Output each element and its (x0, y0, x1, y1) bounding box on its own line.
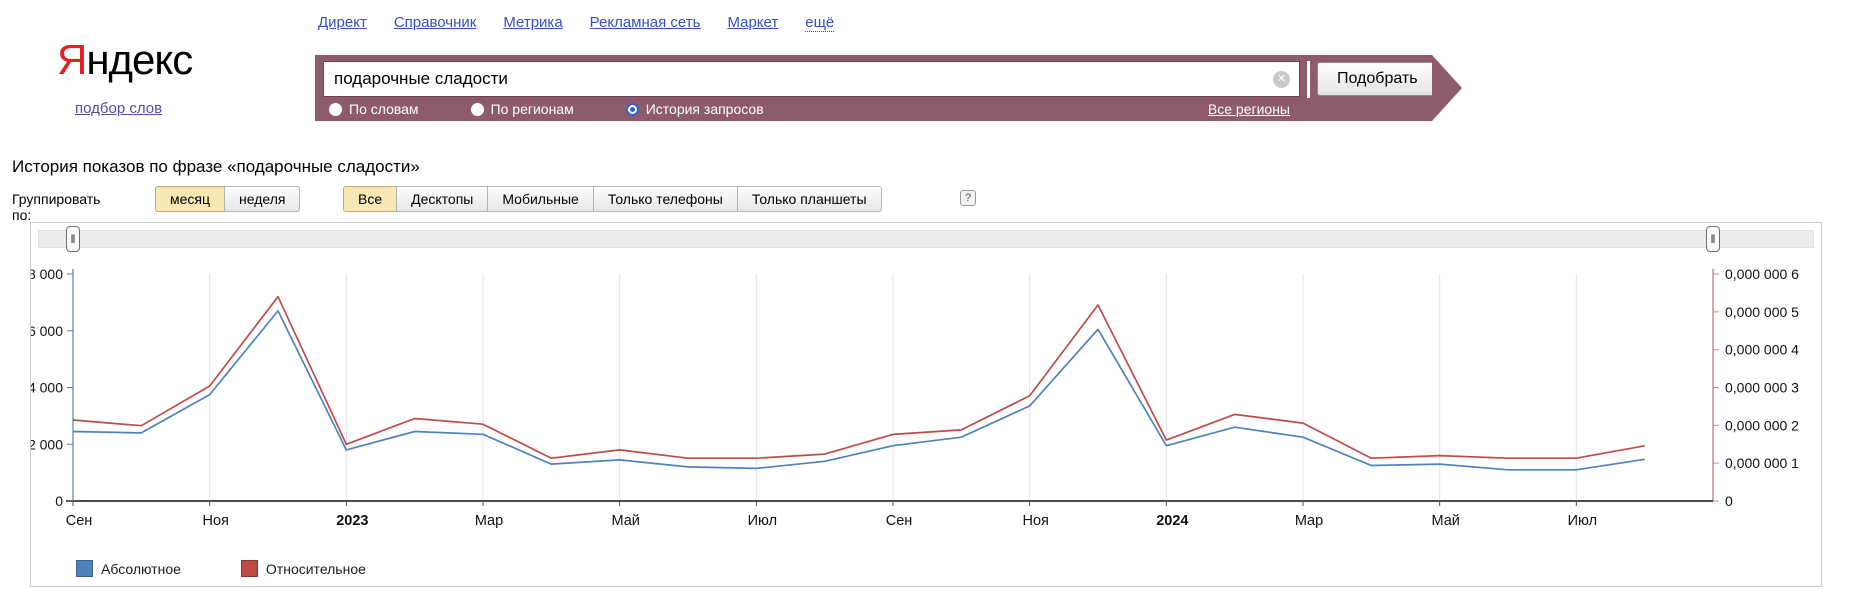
svg-text:0,000 000 4: 0,000 000 4 (1725, 342, 1799, 358)
mode-by-regions-label: По регионам (490, 101, 574, 117)
svg-text:8 000: 8 000 (31, 266, 63, 282)
device-phones-only-button[interactable]: Только телефоны (592, 186, 738, 212)
svg-text:Май: Май (1431, 513, 1459, 529)
mode-query-history[interactable]: История запросов (625, 101, 764, 117)
relative-series-swatch-icon (240, 560, 258, 577)
clear-input-icon[interactable]: ✕ (1273, 71, 1290, 88)
svg-text:Сен: Сен (66, 513, 93, 529)
svg-text:Мар: Мар (475, 513, 503, 529)
banner-divider (1307, 61, 1310, 98)
mode-by-regions[interactable]: По регионам (470, 101, 574, 117)
svg-text:Сен: Сен (886, 513, 913, 529)
nav-link-ad-network[interactable]: Рекламная сеть (589, 14, 701, 31)
svg-text:4 000: 4 000 (31, 380, 63, 396)
mode-by-words-label: По словам (349, 101, 419, 117)
top-navigation: Директ Справочник Метрика Рекламная сеть… (318, 14, 835, 32)
svg-text:0: 0 (55, 493, 63, 509)
search-mode-radios: По словам По регионам История запросов (329, 101, 764, 117)
nav-link-spravochnik[interactable]: Справочник (393, 14, 477, 31)
all-regions-link[interactable]: Все регионы (1207, 101, 1290, 117)
mode-by-words[interactable]: По словам (329, 101, 419, 117)
range-slider-handle-right[interactable] (1706, 226, 1720, 252)
svg-text:2 000: 2 000 (31, 436, 63, 452)
search-banner: ✕ Подобрать По словам По регионам Истори… (315, 55, 1462, 121)
svg-text:2023: 2023 (336, 513, 368, 529)
help-icon[interactable]: ? (960, 190, 976, 206)
svg-text:Июл: Июл (1568, 513, 1597, 529)
svg-text:Ноя: Ноя (202, 513, 228, 529)
legend-item-relative[interactable]: Относительное (240, 560, 366, 577)
period-toggle-group: месяц неделя (155, 186, 301, 212)
svg-text:Ноя: Ноя (1022, 513, 1048, 529)
svg-text:Май: Май (611, 513, 639, 529)
submit-button[interactable]: Подобрать (1317, 62, 1438, 96)
legend-label-absolute: Абсолютное (101, 560, 181, 577)
absolute-series-swatch-icon (76, 560, 93, 577)
radio-selected-icon[interactable] (625, 102, 639, 116)
range-slider-handle-left[interactable] (66, 226, 80, 252)
search-input[interactable] (324, 62, 1299, 96)
device-tablets-only-button[interactable]: Только планшеты (736, 186, 882, 212)
nav-link-direct[interactable]: Директ (318, 14, 367, 31)
nav-link-more[interactable]: ещё (805, 14, 835, 32)
nav-link-market[interactable]: Маркет (727, 14, 779, 31)
range-slider-track[interactable] (38, 230, 1814, 248)
yandex-logo[interactable]: Яндекс (57, 36, 193, 84)
search-field-wrap: ✕ (323, 61, 1300, 97)
legend-label-relative: Относительное (265, 560, 366, 577)
svg-text:Мар: Мар (1295, 513, 1323, 529)
chart-container: 8 000 6 000 4 000 2 000 0 0,000 000 6 0,000 00… (30, 222, 1822, 587)
logo-rest: ндекс (86, 36, 193, 83)
page-title: История показов по фразе «подарочные сла… (12, 157, 420, 176)
mode-query-history-label: История запросов (645, 101, 764, 117)
logo-letter-ya: Я (57, 36, 87, 83)
svg-text:0: 0 (1725, 493, 1733, 509)
device-all-button[interactable]: Все (343, 186, 398, 212)
trend-chart: 8 000 6 000 4 000 2 000 0 0,000 000 6 0,000 00… (31, 266, 1799, 529)
svg-text:6 000: 6 000 (31, 323, 63, 339)
svg-text:0,000 000 2: 0,000 000 2 (1725, 417, 1799, 433)
period-month-button[interactable]: месяц (155, 186, 226, 212)
svg-text:0,000 000 6: 0,000 000 6 (1725, 266, 1799, 282)
wordstat-link[interactable]: подбор слов (75, 100, 163, 117)
legend-item-absolute[interactable]: Абсолютное (76, 560, 181, 577)
radio-unselected-icon[interactable] (470, 102, 484, 116)
period-week-button[interactable]: неделя (224, 186, 301, 212)
group-by-label: Группировать по: (12, 191, 101, 223)
svg-text:0,000 000 5: 0,000 000 5 (1725, 304, 1799, 320)
device-mobile-button[interactable]: Мобильные (487, 186, 594, 212)
svg-text:2024: 2024 (1156, 513, 1188, 529)
radio-unselected-icon[interactable] (329, 102, 342, 116)
svg-text:Июл: Июл (748, 513, 777, 529)
svg-text:0,000 000 3: 0,000 000 3 (1725, 380, 1799, 396)
device-toggle-group: Все Десктопы Мобильные Только телефоны Т… (343, 186, 882, 212)
svg-text:0,000 000 1: 0,000 000 1 (1725, 455, 1799, 471)
chart-legend: Абсолютное Относительное (76, 560, 366, 577)
device-desktop-button[interactable]: Десктопы (396, 186, 489, 212)
nav-link-metrika[interactable]: Метрика (503, 14, 563, 31)
